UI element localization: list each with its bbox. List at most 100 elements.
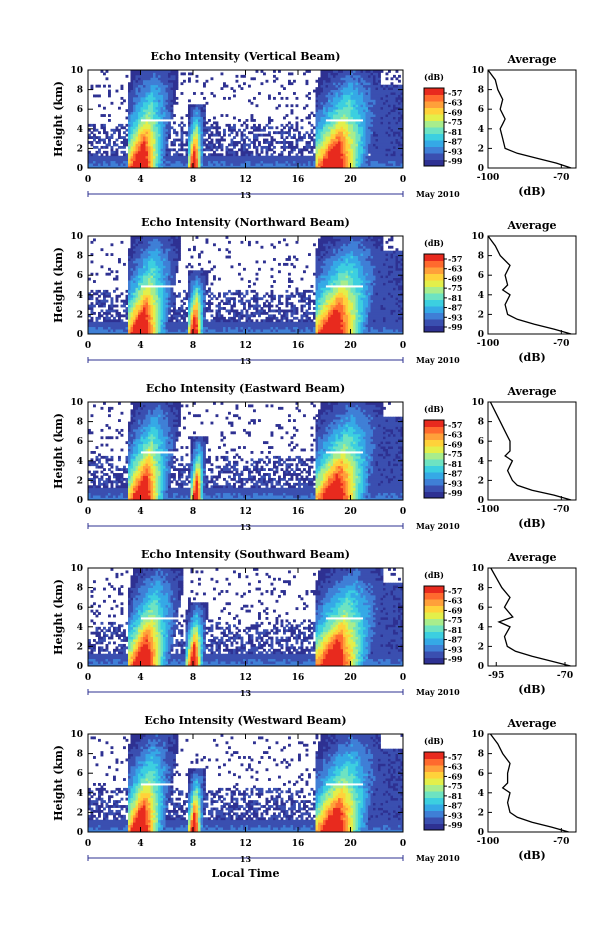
average-title: Average (506, 551, 556, 564)
y-tick-label: 8 (77, 252, 83, 262)
colorbar-swatch (424, 752, 444, 759)
avg-y-tick-label: 8 (478, 750, 484, 760)
avg-y-tick-label: 0 (478, 330, 484, 340)
y-tick-label: 10 (70, 66, 83, 76)
colorbar-tick-label: -93 (448, 644, 463, 654)
panel-0: Echo Intensity (Vertical Beam)0 4 8 12 16 20 0… (52, 50, 577, 200)
y-tick-label: 0 (77, 330, 83, 340)
colorbar-frame (423, 751, 445, 831)
avg-x-label: (dB) (518, 185, 545, 198)
x-tick-label: 12 (239, 839, 252, 849)
colorbar-unit: (dB) (424, 404, 444, 414)
colorbar-tick-label: -75 (448, 781, 462, 791)
colorbar-tick-label: -69 (448, 439, 463, 449)
colorbar-tick-label: -69 (448, 605, 463, 615)
x-tick-label: 12 (239, 175, 252, 185)
avg-y-tick-label: 10 (471, 564, 484, 574)
x-tick-label: 8 (190, 507, 196, 517)
avg-y-tick-label: 2 (478, 144, 484, 154)
colorbar-tick-label: -81 (448, 459, 462, 469)
avg-y-tick-label: 2 (478, 642, 484, 652)
y-axis-label: Height (km) (52, 81, 65, 157)
y-tick-label: 10 (70, 564, 83, 574)
month-label: May 2010 (416, 189, 460, 199)
colorbar-swatch (424, 101, 444, 108)
heatmap-cells (88, 734, 404, 833)
month-label: May 2010 (416, 853, 460, 863)
x-tick-label: 0 (400, 175, 406, 185)
colorbar-swatch (424, 293, 444, 300)
colorbar: (dB) -57-63-69-75-81-87-93-99 (423, 570, 463, 665)
x-tick-label: 20 (344, 175, 357, 185)
avg-y-tick-label: 6 (478, 437, 484, 447)
colorbar-swatch (424, 625, 444, 632)
average-profile: Average 0 2 4 6 8 10 -100 -70 (dB) (471, 385, 577, 530)
average-line (489, 733, 569, 833)
x-tick-label: 20 (344, 839, 357, 849)
y-tick-label: 8 (77, 418, 83, 428)
heatmap-cells (88, 568, 404, 667)
colorbar-frame (423, 253, 445, 333)
day-marker: 13 (240, 190, 252, 200)
colorbar-tick-label: -75 (448, 117, 462, 127)
average-title: Average (506, 53, 556, 66)
colorbar-frame (423, 585, 445, 665)
y-axis-label: Height (km) (52, 247, 65, 323)
x-tick-label: 8 (190, 175, 196, 185)
x-tick-label: 8 (190, 673, 196, 683)
avg-y-tick-label: 4 (478, 457, 484, 467)
y-tick-label: 0 (77, 496, 83, 506)
colorbar-swatch (424, 260, 444, 268)
average-profile: Average 0 2 4 6 8 10 -100 -70 (dB) (471, 219, 577, 364)
avg-x-tick-label: -100 (477, 837, 500, 847)
average-line (487, 69, 572, 169)
colorbar-tick-label: -57 (448, 586, 462, 596)
y-tick-label: 4 (77, 623, 83, 633)
avg-y-tick-label: 0 (478, 496, 484, 506)
colorbar-swatch (424, 325, 444, 333)
colorbar-tick-label: -93 (448, 312, 463, 322)
colorbar-swatch (424, 605, 444, 613)
x-tick-label: 12 (239, 673, 252, 683)
colorbar-swatch (424, 433, 444, 440)
panel-title: Echo Intensity (Westward Beam) (144, 714, 346, 727)
x-tick-label: 16 (292, 175, 305, 185)
colorbar-tick-label: -63 (448, 596, 463, 606)
average-frame (487, 235, 577, 335)
colorbar-tick-label: -57 (448, 254, 462, 264)
avg-x-tick-label: -100 (477, 173, 500, 183)
colorbar: (dB) -57-63-69-75-81-87-93-99 (423, 404, 463, 499)
y-tick-label: 8 (77, 584, 83, 594)
colorbar-swatch (424, 133, 444, 141)
colorbar-swatch (424, 420, 444, 427)
day-marker: 13 (240, 688, 252, 698)
x-tick-label: 4 (137, 673, 143, 683)
avg-x-tick-label: -70 (553, 339, 569, 349)
average-frame (487, 69, 577, 169)
heatmap-cells (88, 236, 404, 335)
x-tick-label: 20 (344, 507, 357, 517)
avg-y-tick-label: 8 (478, 584, 484, 594)
colorbar-swatch (424, 758, 444, 766)
y-tick-label: 6 (77, 603, 83, 613)
y-tick-label: 4 (77, 291, 83, 301)
colorbar-swatch (424, 107, 444, 115)
colorbar-tick-label: -87 (448, 303, 462, 313)
colorbar-tick-label: -57 (448, 752, 462, 762)
colorbar-swatch (424, 120, 444, 128)
colorbar-tick-label: -99 (448, 488, 463, 498)
colorbar-unit: (dB) (424, 238, 444, 248)
colorbar-swatch (424, 94, 444, 102)
avg-y-tick-label: 4 (478, 789, 484, 799)
colorbar-swatch (424, 657, 444, 665)
colorbar-swatch (424, 817, 444, 824)
avg-x-tick-label: -95 (488, 671, 504, 681)
avg-y-tick-label: 6 (478, 105, 484, 115)
x-tick-label: 4 (137, 175, 143, 185)
colorbar-swatch (424, 586, 444, 593)
colorbar-swatch (424, 765, 444, 772)
panel-1: Echo Intensity (Northward Beam)0 4 8 12 16 20… (52, 216, 577, 366)
avg-y-tick-label: 0 (478, 828, 484, 838)
colorbar-frame (423, 87, 445, 167)
